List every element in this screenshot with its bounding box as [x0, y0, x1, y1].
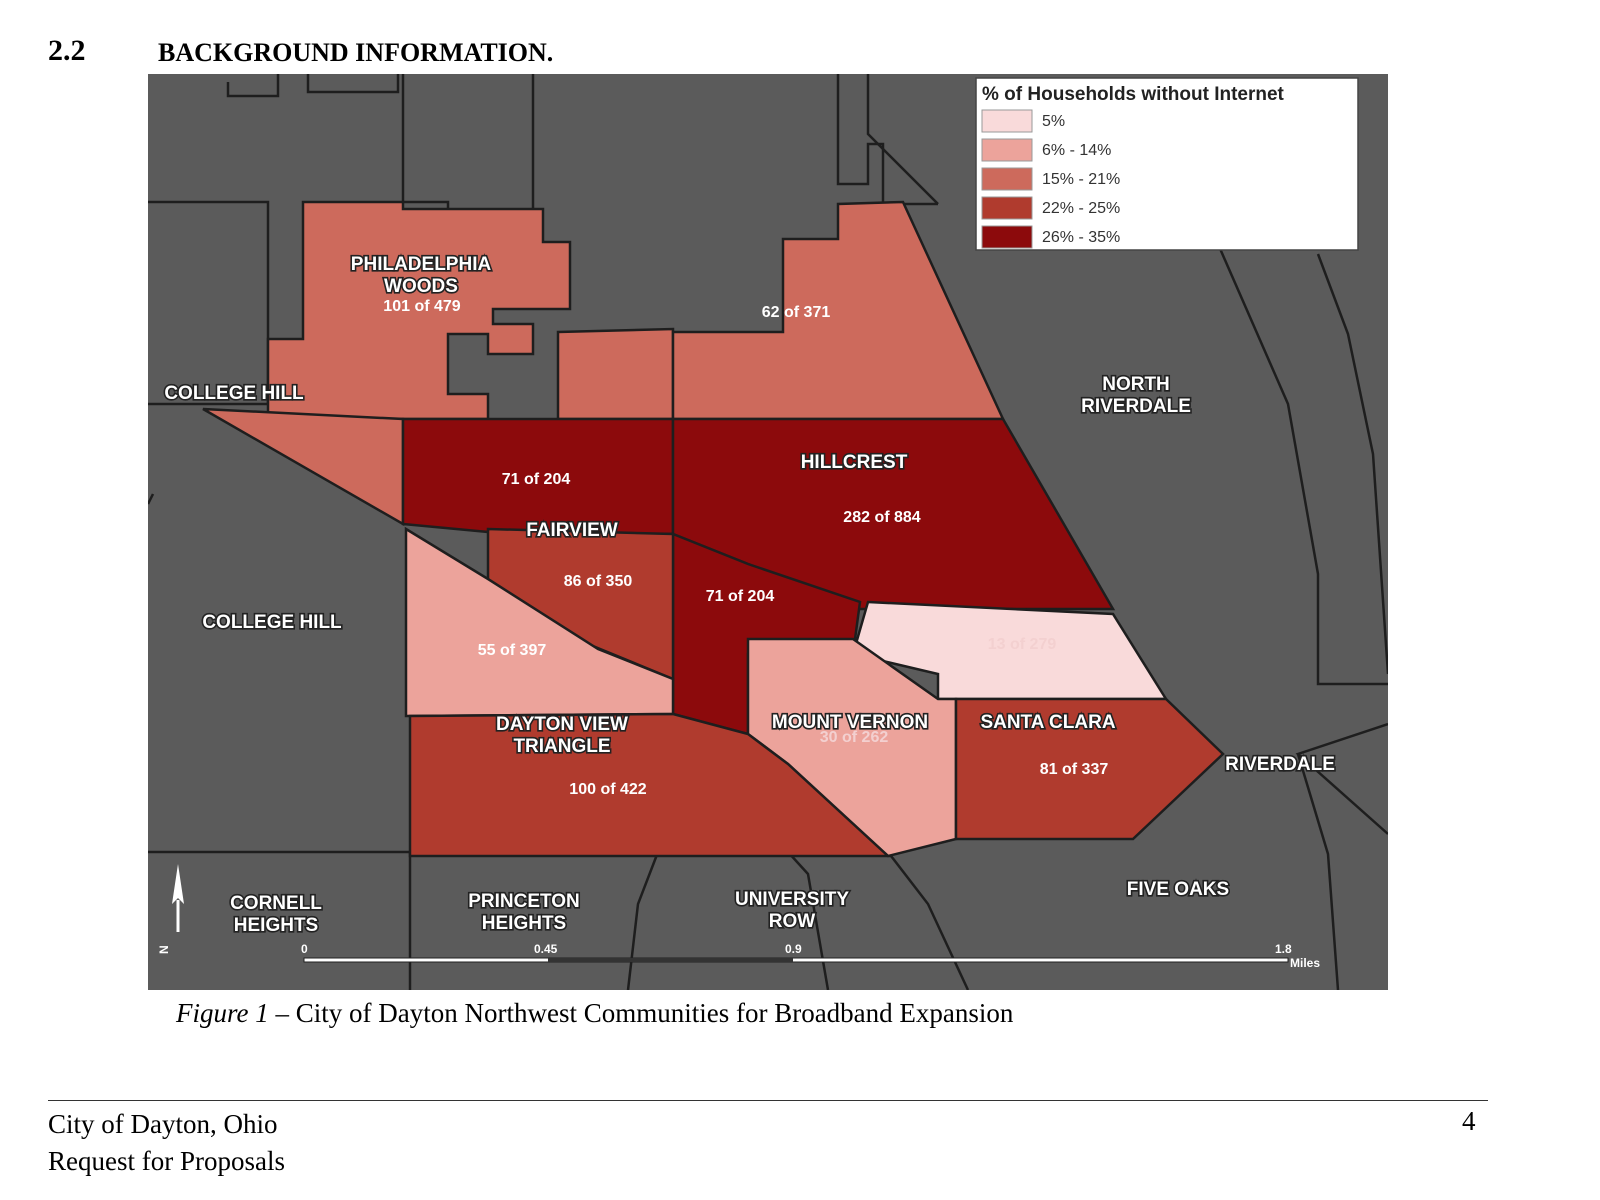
- section-title: BACKGROUND INFORMATION.: [158, 38, 554, 67]
- label-fairview: FAIRVIEW: [526, 520, 618, 541]
- footer-divider: [48, 1100, 1488, 1101]
- scale-tick-0: 0: [301, 942, 308, 956]
- legend-items: 5% 6% - 14% 15% - 21% 22% - 25% 26% - 35%: [981, 109, 1120, 249]
- figure-label: Figure 1: [176, 998, 269, 1028]
- boundary-lines: [148, 74, 1388, 990]
- label-five-oaks: FIVE OAKS: [1127, 879, 1229, 900]
- label-princeton-1: PRINCETON: [468, 891, 580, 912]
- legend-swatch: [981, 167, 1033, 191]
- region-santa-clara: [954, 697, 1225, 841]
- legend-label: 6% - 14%: [1042, 142, 1111, 159]
- north-arrow-icon: [172, 864, 184, 904]
- label-university-1: UNIVERSITY: [735, 889, 849, 910]
- north-arrow-label: N: [157, 945, 171, 954]
- label-philadelphia-woods-1: PHILADELPHIA: [351, 254, 492, 275]
- map-svg: % of Households without Internet 5% 6% - …: [148, 74, 1388, 990]
- count-philadelphia-woods: 101 of 479: [383, 298, 460, 315]
- footer-city: City of Dayton, Ohio: [48, 1109, 278, 1139]
- label-cornell-2: HEIGHTS: [234, 915, 318, 936]
- label-riverdale: RIVERDALE: [1225, 754, 1335, 775]
- map-legend: % of Households without Internet 5% 6% - …: [975, 77, 1359, 251]
- label-cornell-1: CORNELL: [230, 893, 322, 914]
- label-princeton-2: HEIGHTS: [482, 913, 566, 934]
- label-north-riverdale-2: RIVERDALE: [1081, 396, 1191, 417]
- label-mount-vernon: MOUNT VERNON: [772, 712, 928, 733]
- footer-left: City of Dayton, Ohio Request for Proposa…: [48, 1106, 285, 1180]
- region-center-block: [556, 327, 675, 421]
- legend-label: 5%: [1042, 113, 1065, 130]
- count-north-santa-clara: 13 of 279: [988, 636, 1057, 653]
- label-college-hill-top: COLLEGE HILL: [164, 383, 304, 404]
- scale-tick-3: 1.8: [1275, 942, 1292, 956]
- figure-caption: Figure 1 – City of Dayton Northwest Comm…: [176, 998, 1013, 1029]
- footer-doc-type: Request for Proposals: [48, 1146, 285, 1176]
- legend-label: 22% - 25%: [1042, 200, 1120, 217]
- label-philadelphia-woods-2: WOODS: [384, 276, 458, 297]
- section-number: 2.2: [48, 34, 86, 67]
- count-mount-vernon: 30 of 262: [820, 729, 889, 746]
- label-north-riverdale-1: NORTH: [1102, 374, 1170, 395]
- scale-tick-1: 0.45: [534, 942, 558, 956]
- legend-swatch: [981, 196, 1033, 220]
- figure-caption-text: – City of Dayton Northwest Communities f…: [268, 998, 1014, 1028]
- count-dayton-view: 100 of 422: [569, 781, 646, 798]
- legend-label: 15% - 21%: [1042, 171, 1120, 188]
- count-north-area: 62 of 371: [762, 304, 831, 321]
- region-dayton-view-triangle: [408, 712, 892, 858]
- north-arrow-shaft: [176, 900, 180, 932]
- household-counts: 101 of 479 62 of 371 71 of 204 282 of 88…: [383, 298, 1108, 798]
- neighborhood-labels: PHILADELPHIA WOODS COLLEGE HILL COLLEGE …: [163, 252, 1337, 937]
- label-dayton-view-2: TRIANGLE: [513, 736, 610, 757]
- north-arrow: N: [157, 864, 184, 954]
- scale-bar-line: [303, 957, 1289, 963]
- count-fairview-north: 71 of 204: [502, 471, 571, 488]
- count-dayton-view-west: 55 of 397: [478, 642, 547, 659]
- count-santa-clara: 81 of 337: [1040, 761, 1109, 778]
- label-dayton-view-1: DAYTON VIEW: [496, 714, 628, 735]
- legend-swatch: [981, 225, 1033, 249]
- legend-swatch: [981, 109, 1033, 133]
- legend-swatch: [981, 138, 1033, 162]
- label-university-2: ROW: [769, 911, 816, 932]
- legend-box: [975, 77, 1359, 251]
- scale-bar: 0 0.45 0.9 1.8 Miles: [301, 942, 1320, 970]
- label-santa-clara: SANTA CLARA: [980, 712, 1115, 733]
- count-hillcrest: 282 of 884: [843, 509, 920, 526]
- scale-unit: Miles: [1290, 956, 1320, 970]
- legend-label: 26% - 35%: [1042, 229, 1120, 246]
- scale-bar-segment: [548, 958, 793, 962]
- legend-title: % of Households without Internet: [982, 84, 1285, 105]
- count-center: 71 of 204: [706, 588, 775, 605]
- neighborhood-polygons: [202, 200, 1225, 858]
- label-college-hill-left: COLLEGE HILL: [202, 612, 342, 633]
- count-fairview-east: 86 of 350: [564, 573, 633, 590]
- page-number: 4: [1462, 1106, 1476, 1136]
- scale-tick-2: 0.9: [785, 942, 802, 956]
- broadband-map: % of Households without Internet 5% 6% - …: [148, 74, 1388, 990]
- region-dayton-view-west: [404, 526, 675, 718]
- label-hillcrest: HILLCREST: [801, 452, 908, 473]
